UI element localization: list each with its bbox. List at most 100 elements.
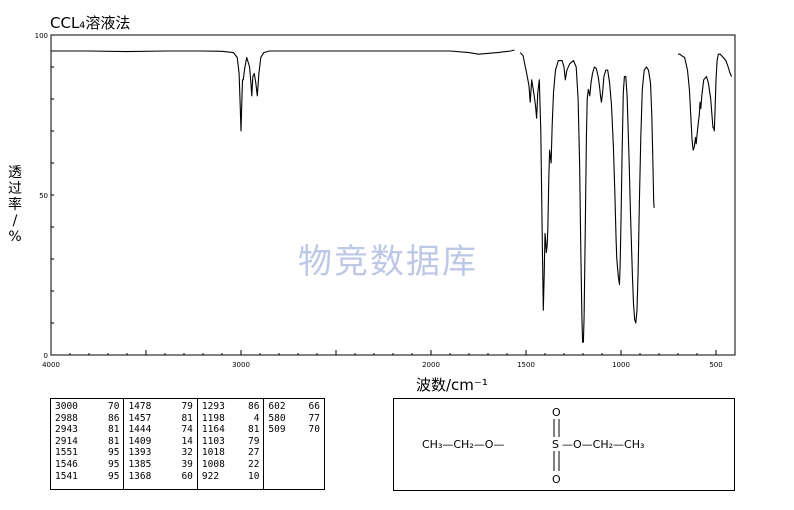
structure-top-oxygen: O <box>552 406 561 419</box>
peak-wavenumber: 580 <box>268 412 286 424</box>
spectrum-line <box>678 53 733 151</box>
peak-table-row: 1457 81 <box>128 413 192 425</box>
y-axis-label: 透过率 /% <box>6 165 24 245</box>
watermark: 物竞数据库 <box>298 242 478 282</box>
y-axis-label-char: % <box>8 229 22 245</box>
peak-wavenumber: 922 <box>201 470 220 482</box>
peak-wavenumber: 1393 <box>128 447 152 459</box>
peak-wavenumber: 1546 <box>55 458 78 470</box>
peak-transmittance: 81 <box>108 435 120 447</box>
peak-transmittance: 27 <box>247 447 260 459</box>
peak-table-row: 1478 79 <box>128 401 192 413</box>
y-tick-label: 0 <box>44 352 48 360</box>
peak-transmittance: 95 <box>108 470 120 482</box>
structure-left-group: CH₃—CH₂—O— <box>422 438 504 451</box>
peak-wavenumber: 1409 <box>128 435 152 447</box>
y-tick-label: 50 <box>39 192 48 200</box>
peak-table-row: 509 70 <box>268 424 320 436</box>
peak-table-row: 3000 70 <box>55 401 119 413</box>
peak-table-row: 1551 95 <box>55 447 119 459</box>
peak-table-row: 922 10 <box>202 471 260 483</box>
x-tick-label: 2000 <box>422 361 440 369</box>
peak-transmittance: 81 <box>247 424 260 436</box>
peak-transmittance: 4 <box>253 412 260 424</box>
structure-diagram: CH₃—CH₂—O— S O O —O—CH₂—CH₃ <box>422 406 644 486</box>
peak-transmittance: 79 <box>247 435 260 447</box>
peak-wavenumber: 1478 <box>128 401 152 412</box>
chart-title: CCL₄溶液法 <box>50 14 131 32</box>
peak-wavenumber: 1293 <box>201 401 225 412</box>
peak-table-row: 1103 79 <box>202 436 260 448</box>
peak-transmittance: 66 <box>308 401 320 412</box>
y-axis-label-char: 率 <box>8 197 22 213</box>
peak-wavenumber: 1385 <box>128 458 152 470</box>
x-tick-label: 1000 <box>612 361 630 369</box>
spectrum-series <box>51 49 733 343</box>
peak-transmittance: 86 <box>108 412 120 424</box>
y-axis-label-char: 过 <box>8 181 22 197</box>
x-tick-label: 500 <box>709 361 722 369</box>
peak-wavenumber: 602 <box>268 401 286 412</box>
peak-transmittance: 39 <box>181 458 193 470</box>
peak-table-row: 602 66 <box>268 401 320 413</box>
y-axis-label-char: 透 <box>8 165 22 181</box>
peak-table-row: 1409 14 <box>128 436 192 448</box>
peak-table-row: 1385 39 <box>128 459 192 471</box>
peak-wavenumber: 509 <box>268 424 286 436</box>
x-tick-label: 3000 <box>232 361 250 369</box>
y-axis-label-text: 透过率 /% <box>6 165 24 245</box>
peak-transmittance: 81 <box>108 424 120 436</box>
peak-table-column: 1478 79 1457 81 1444 74 1409 14 1393 32 1385 39 1368… <box>124 399 198 489</box>
structure-right-group: —O—CH₂—CH₃ <box>562 438 644 451</box>
peak-wavenumber: 1198 <box>201 412 225 424</box>
peak-transmittance: 60 <box>181 470 193 482</box>
peak-table-row: 1368 60 <box>128 471 192 483</box>
peak-transmittance: 70 <box>308 424 320 436</box>
peak-transmittance: 22 <box>247 458 260 470</box>
x-tick-label: 4000 <box>42 361 60 369</box>
structure-box: CH₃—CH₂—O— S O O —O—CH₂—CH₃ <box>393 398 735 491</box>
peak-table-row: 2914 81 <box>55 436 119 448</box>
peak-wavenumber: 1368 <box>128 470 152 482</box>
x-axis-label: 波数/cm⁻¹ <box>416 376 488 394</box>
peak-table-column: 1293 86 1198 4 1164 81 1103 79 1018 27 1008 22 922 10 <box>198 399 265 489</box>
x-axis-ticks: 4000 3000 2000 1500 1000 500 <box>42 350 736 369</box>
peak-wavenumber: 2943 <box>55 424 78 436</box>
peak-table-row: 2988 86 <box>55 413 119 425</box>
peak-transmittance: 10 <box>247 470 260 482</box>
peak-table-column: 602 66 580 77 509 70 <box>264 399 324 489</box>
peak-table-row: 1164 81 <box>202 424 260 436</box>
spectrum-line <box>519 52 655 343</box>
peak-wavenumber: 1164 <box>201 424 225 436</box>
peak-wavenumber: 2914 <box>55 435 78 447</box>
peak-wavenumber: 1444 <box>128 424 152 436</box>
peak-table-row: 2943 81 <box>55 424 119 436</box>
peak-wavenumber: 1551 <box>55 447 78 459</box>
peak-wavenumber: 2988 <box>55 412 78 424</box>
peak-table: 3000 70 2988 86 2943 81 2914 81 1551 95 1546 95 1541… <box>50 398 325 490</box>
peak-table-column: 3000 70 2988 86 2943 81 2914 81 1551 95 1546 95 1541… <box>51 399 125 489</box>
peak-wavenumber: 1457 <box>128 412 152 424</box>
peak-wavenumber: 1008 <box>201 458 225 470</box>
peak-transmittance: 77 <box>308 412 320 424</box>
peak-table-row: 1444 74 <box>128 424 192 436</box>
structure-sulfur: S <box>552 438 559 451</box>
peak-transmittance: 32 <box>181 447 193 459</box>
peak-table-row: 1198 4 <box>202 413 260 425</box>
peak-transmittance: 74 <box>181 424 193 436</box>
structure-bottom-oxygen: O <box>552 473 561 486</box>
peak-wavenumber: 1103 <box>201 435 225 447</box>
y-tick-label: 100 <box>35 32 48 40</box>
plot-frame <box>50 34 736 356</box>
peak-transmittance: 79 <box>181 401 193 412</box>
spectrum-line <box>51 49 515 132</box>
peak-table-row: 1546 95 <box>55 459 119 471</box>
peak-table-row: 580 77 <box>268 413 320 425</box>
peak-table-row: 1293 86 <box>202 401 260 413</box>
peak-transmittance: 86 <box>247 401 260 412</box>
peak-wavenumber: 1541 <box>55 470 78 482</box>
peak-transmittance: 81 <box>181 412 193 424</box>
peak-wavenumber: 3000 <box>55 401 78 412</box>
x-tick-label: 1500 <box>517 361 535 369</box>
